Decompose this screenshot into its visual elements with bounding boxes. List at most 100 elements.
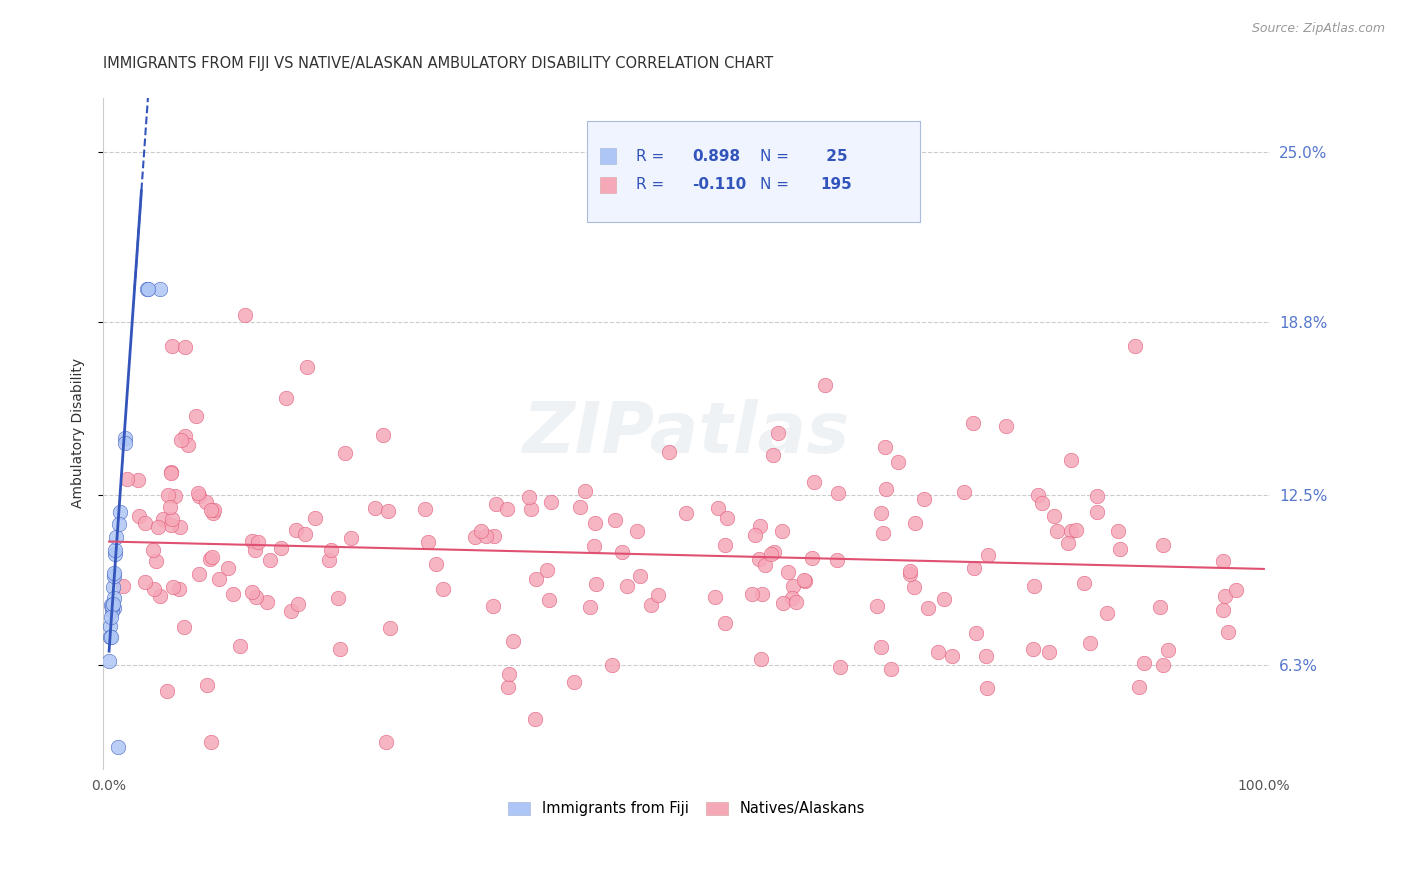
Point: [628, 569, 651, 583]
Point: [256, 595, 278, 609]
Point: [136, 282, 159, 296]
Point: [962, 416, 984, 430]
Point: [156, 488, 179, 502]
Point: [887, 455, 910, 469]
Point: [174, 428, 197, 442]
Point: [932, 592, 955, 607]
Point: [898, 564, 921, 578]
Point: [496, 501, 519, 516]
Point: [502, 634, 524, 648]
Point: [101, 599, 124, 614]
Point: [800, 551, 823, 566]
Point: [145, 554, 167, 568]
Point: [744, 528, 766, 542]
Point: [114, 436, 136, 450]
Text: R =: R =: [637, 149, 669, 163]
Point: [603, 513, 626, 527]
Point: [1060, 524, 1083, 538]
Point: [159, 500, 181, 514]
Point: [749, 651, 772, 665]
Point: [280, 604, 302, 618]
Point: [1043, 508, 1066, 523]
Point: [425, 558, 447, 572]
Point: [371, 428, 394, 442]
Text: N =: N =: [761, 149, 794, 163]
Point: [297, 360, 319, 375]
Point: [173, 620, 195, 634]
Point: [152, 512, 174, 526]
Point: [612, 545, 634, 559]
Point: [162, 339, 184, 353]
FancyBboxPatch shape: [588, 121, 920, 222]
Point: [1057, 536, 1080, 550]
Point: [98, 630, 121, 644]
Point: [160, 512, 183, 526]
Point: [156, 684, 179, 698]
Text: 25: 25: [821, 149, 848, 163]
Point: [872, 525, 894, 540]
Point: [741, 587, 763, 601]
Point: [100, 610, 122, 624]
Point: [524, 573, 547, 587]
Point: [111, 579, 134, 593]
Point: [827, 485, 849, 500]
Point: [169, 519, 191, 533]
Point: [375, 734, 398, 748]
Point: [927, 645, 949, 659]
Point: [377, 504, 399, 518]
Point: [464, 530, 486, 544]
Point: [114, 431, 136, 445]
Point: [763, 545, 786, 559]
Point: [873, 440, 896, 454]
Point: [170, 434, 193, 448]
Point: [208, 572, 231, 586]
Point: [105, 530, 128, 544]
Point: [1149, 599, 1171, 614]
Point: [103, 591, 125, 605]
Point: [912, 491, 935, 506]
Point: [976, 681, 998, 695]
Point: [898, 566, 921, 581]
Point: [259, 553, 281, 567]
Point: [1022, 641, 1045, 656]
Point: [870, 640, 893, 654]
Legend: Immigrants from Fiji, Natives/Alaskans: Immigrants from Fiji, Natives/Alaskans: [502, 796, 870, 822]
Point: [1024, 579, 1046, 593]
Point: [748, 552, 770, 566]
Point: [108, 505, 131, 519]
Point: [538, 593, 561, 607]
Text: ZIPatlas: ZIPatlas: [523, 399, 851, 467]
Point: [482, 529, 505, 543]
Point: [101, 580, 124, 594]
Point: [794, 574, 817, 588]
Point: [134, 574, 156, 589]
Point: [103, 566, 125, 580]
Point: [217, 561, 239, 575]
Point: [917, 600, 939, 615]
Point: [201, 507, 224, 521]
Point: [762, 448, 785, 462]
Point: [1152, 657, 1174, 672]
Point: [162, 580, 184, 594]
Point: [1156, 643, 1178, 657]
Point: [482, 599, 505, 613]
Point: [201, 550, 224, 565]
Point: [766, 426, 789, 441]
Point: [200, 552, 222, 566]
Point: [98, 654, 121, 668]
Point: [104, 543, 127, 558]
Point: [200, 503, 222, 517]
Point: [174, 340, 197, 354]
Point: [142, 582, 165, 596]
Point: [339, 531, 361, 545]
Point: [245, 590, 267, 604]
Point: [517, 490, 540, 504]
Point: [749, 518, 772, 533]
Point: [778, 565, 800, 579]
Text: 195: 195: [821, 178, 852, 193]
Point: [562, 675, 585, 690]
Point: [716, 511, 738, 525]
Point: [536, 563, 558, 577]
Point: [714, 616, 737, 631]
Point: [1133, 656, 1156, 670]
